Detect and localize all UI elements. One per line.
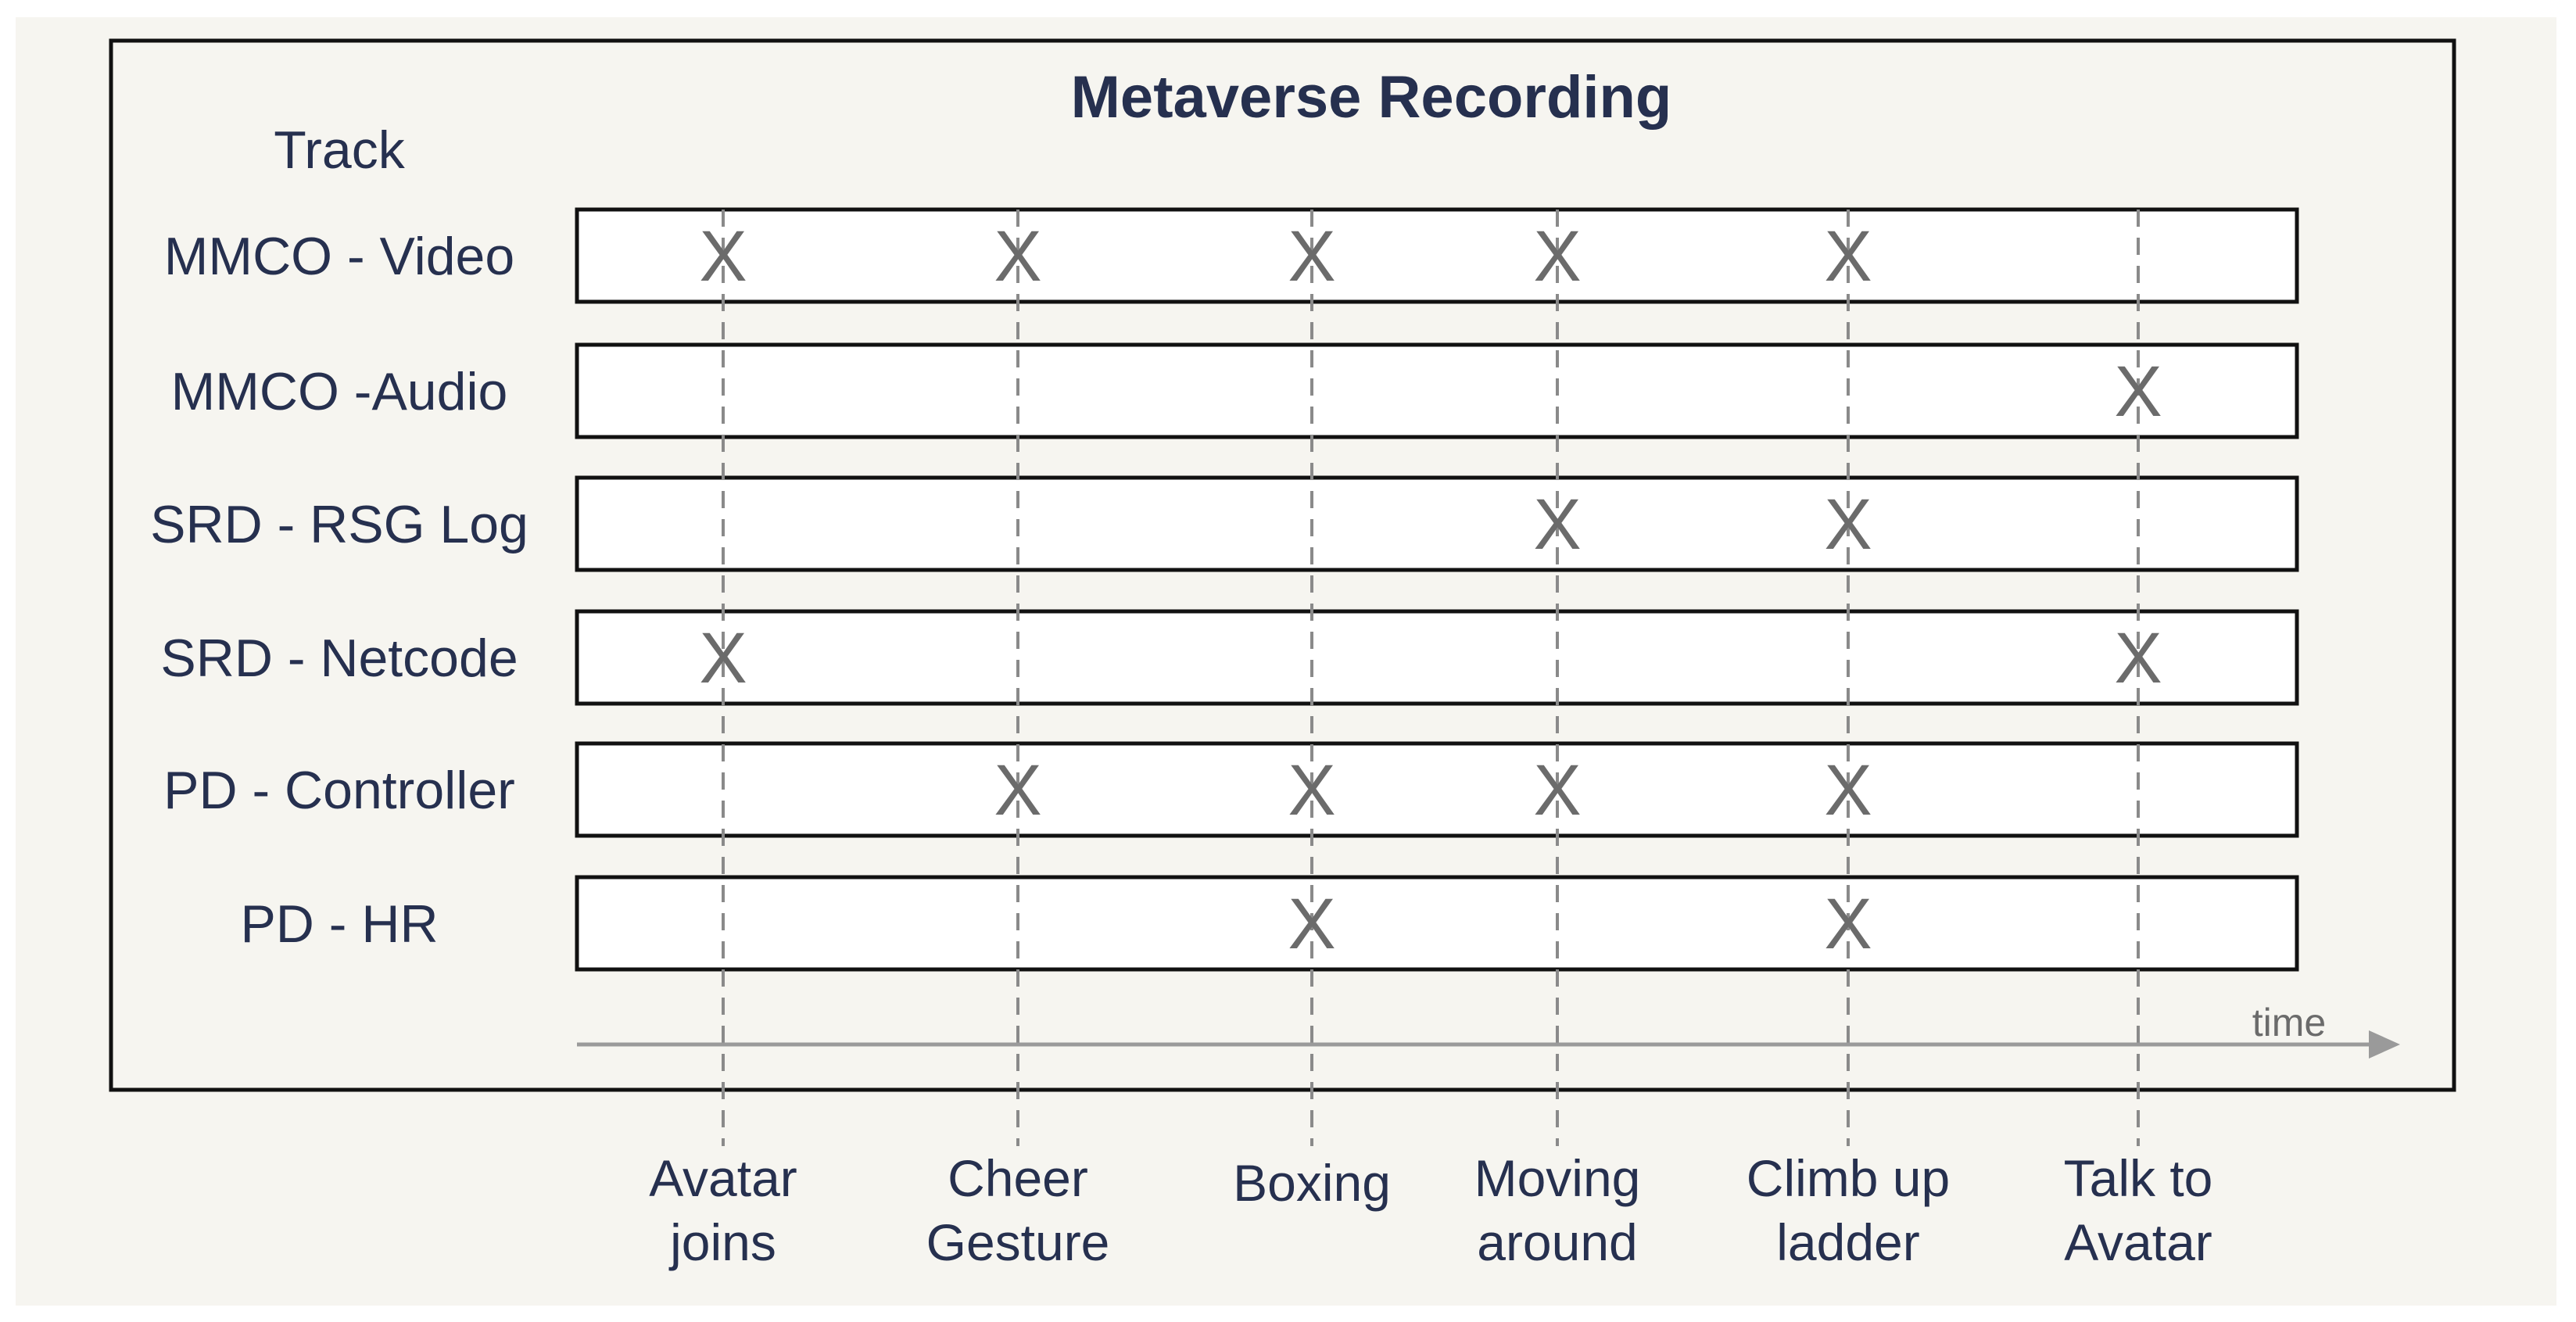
event-mark: X [994, 217, 1041, 296]
track-label: SRD - RSG Log [150, 495, 528, 554]
tracks-layer: MMCO - Video MMCO -Audio SRD - RSG Log SRD … [150, 207, 2299, 972]
event-mark: X [1288, 884, 1335, 964]
track-label: PD - HR [240, 894, 438, 954]
event-label-line2: Gesture [926, 1213, 1110, 1271]
event-label-line1: Moving [1474, 1149, 1641, 1207]
event-mark: X [1824, 884, 1872, 964]
event-label-line1: Climb up [1747, 1149, 1950, 1207]
track-label: MMCO - Video [164, 227, 514, 286]
track-label: SRD - Netcode [160, 629, 518, 688]
event-label-line2: around [1477, 1213, 1638, 1271]
event-mark: X [1824, 217, 1872, 296]
event-marks: X X X X XXX XX XX X X XX X [699, 217, 2162, 964]
time-axis-arrowhead [2369, 1030, 2400, 1059]
event-guides [722, 210, 2140, 1146]
event-label-line1: Boxing [1233, 1154, 1391, 1212]
event-label-line2: ladder [1776, 1213, 1919, 1271]
track-bar [575, 609, 2299, 706]
event-mark: X [1288, 751, 1335, 830]
track-bar [575, 207, 2299, 304]
track-label: PD - Controller [163, 761, 515, 820]
track-bar [575, 875, 2299, 972]
event-label-line2: Avatar [2064, 1213, 2212, 1271]
event-label-line1: Avatar [649, 1149, 797, 1207]
event-mark: X [1824, 751, 1872, 830]
diagram-title: Metaverse Recording [1071, 64, 1672, 131]
event-mark: X [1824, 485, 1872, 564]
track-bar [575, 342, 2299, 439]
event-label-line2: joins [668, 1213, 776, 1271]
event-mark: X [699, 217, 747, 296]
event-mark: X [2114, 352, 2162, 432]
event-mark: X [1288, 217, 1335, 296]
event-label-line1: Talk to [2064, 1149, 2213, 1207]
event-labels: Avatar joins Cheer Gesture Boxing Moving aroun… [649, 1149, 2212, 1271]
outer-frame [109, 38, 2456, 1092]
event-mark: X [1533, 485, 1581, 564]
time-axis: time [577, 1001, 2400, 1059]
track-header: Track [274, 120, 405, 180]
track-label: MMCO -Audio [171, 362, 508, 421]
event-mark: X [1533, 751, 1581, 830]
track-bar [575, 475, 2299, 572]
event-mark: X [2114, 618, 2162, 698]
track-bar [575, 741, 2299, 838]
event-label-line1: Cheer [948, 1149, 1088, 1207]
time-label: time [2252, 1001, 2326, 1044]
event-mark: X [994, 751, 1041, 830]
event-mark: X [1533, 217, 1581, 296]
event-mark: X [699, 618, 747, 698]
